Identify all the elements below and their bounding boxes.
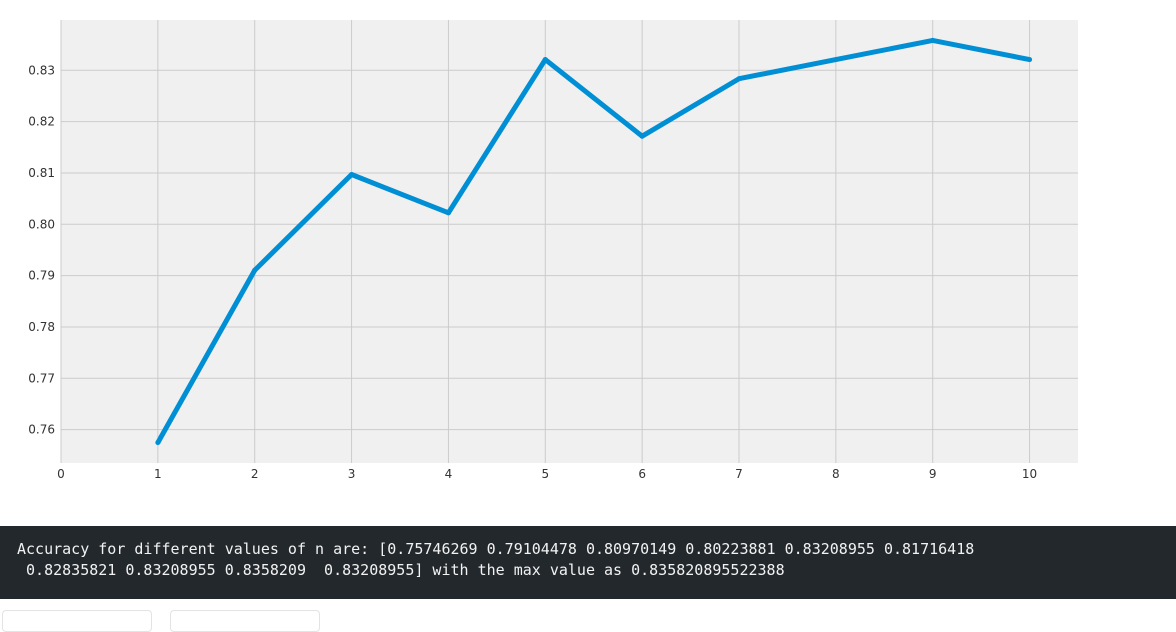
x-tick-label: 6 [638,467,646,481]
data-point [349,172,355,178]
series-lines [155,37,1033,446]
output-line-2: 0.82835821 0.83208955 0.8358209 0.832089… [17,561,785,579]
y-tick-label: 0.77 [28,371,55,385]
y-tick-label: 0.78 [28,320,55,334]
data-point [1027,57,1033,63]
y-tick-label: 0.79 [28,269,55,283]
y-tick-label: 0.76 [28,423,55,437]
data-point [252,267,258,273]
x-tick-label: 5 [541,467,549,481]
x-tick-label: 4 [445,467,453,481]
chart-svg: 0 1 2 3 4 5 6 7 8 9 10 0.76 0.77 0.78 0.79 0.80 0.81 0.82… [28,20,1078,481]
y-tick-label: 0.80 [28,217,55,231]
y-tick-label: 0.83 [28,63,55,77]
accuracy-line-chart: 0 1 2 3 4 5 6 7 8 9 10 0.76 0.77 0.78 0.79 0.80 0.81 0.82… [28,20,1078,481]
data-point [639,133,645,139]
x-tick-label: 7 [735,467,743,481]
x-tick-label: 3 [348,467,356,481]
plot-area-background [61,20,1078,463]
x-tick-label: 9 [929,467,937,481]
x-tick-label: 10 [1022,467,1037,481]
series-line-0 [155,37,1031,444]
data-point [736,76,742,82]
data-point [542,57,548,63]
cell-button-left[interactable] [2,610,152,632]
data-point [155,440,161,446]
tick-labels: 0 1 2 3 4 5 6 7 8 9 10 0.76 0.77 0.78 0.79 0.80 0.81 0.82… [28,63,1037,481]
data-point [833,57,839,63]
x-tick-label: 1 [154,467,162,481]
x-tick-label: 8 [832,467,840,481]
output-line-1: Accuracy for different values of n are: … [17,540,975,558]
cell-output: Accuracy for different values of n are: … [0,526,1176,599]
cell-button-right[interactable] [170,610,320,632]
grid-lines [60,20,1078,463]
data-point [445,210,451,216]
x-tick-label: 0 [57,467,65,481]
x-tick-label: 2 [251,467,259,481]
data-point [930,37,936,43]
y-tick-label: 0.82 [28,115,55,129]
y-tick-label: 0.81 [28,166,55,180]
